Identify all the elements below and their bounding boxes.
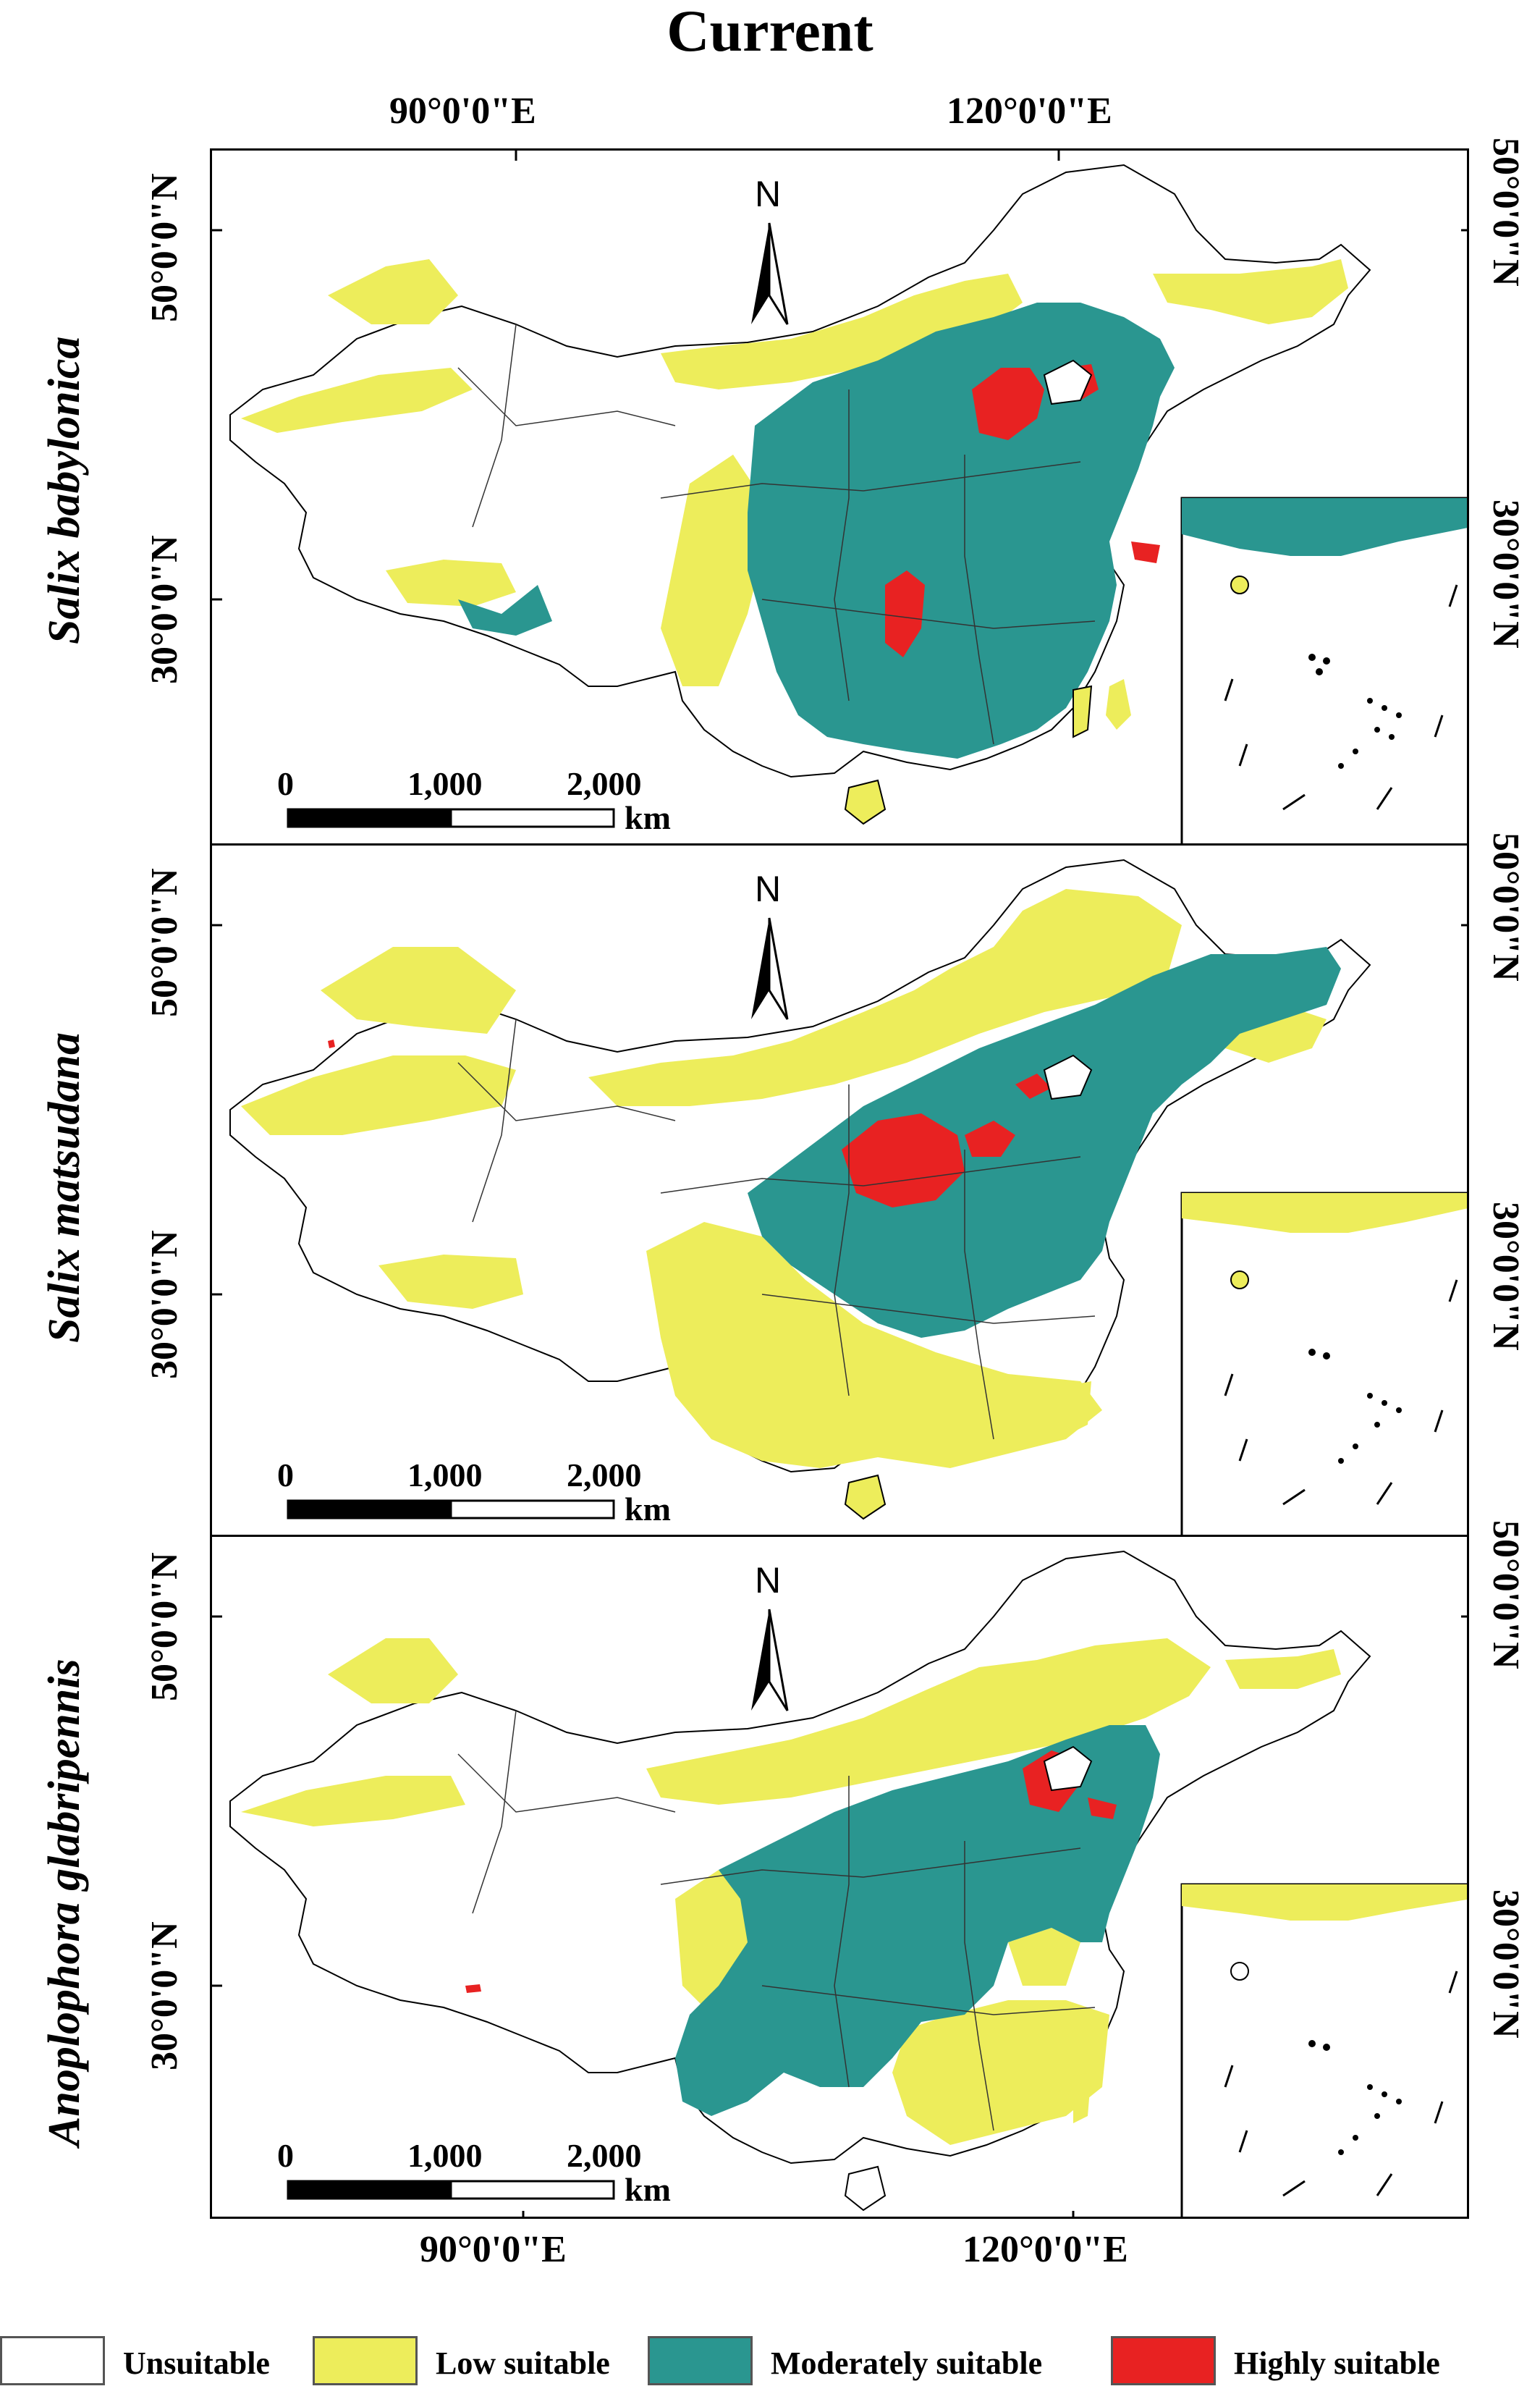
scale-unit: km (625, 1491, 671, 1527)
lat-right-50n-panel1: 50°0'0"N (1485, 138, 1526, 287)
south-china-sea-inset (1180, 1192, 1467, 1536)
lat-right-30n-panel2: 30°0'0"N (1485, 1202, 1526, 1351)
scale-tick-0: 0 (277, 1457, 294, 1493)
lat-right-50n-panel3: 50°0'0"N (1485, 1520, 1526, 1669)
top-longitude-label-120e: 120°0'0"E (947, 90, 1112, 132)
moderately-suitable-area (675, 1725, 1160, 2116)
highly-suitable-areas (328, 1040, 1052, 1207)
legend-label-low-suitable: Low suitable (436, 2345, 610, 2381)
lat-right-30n-panel1: 30°0'0"N (1485, 500, 1526, 649)
scale-tick-2000: 2,000 (567, 1457, 642, 1493)
map-panel-anoplophora-glabripennis: N 0 1,000 2,000 km (210, 1535, 1469, 2219)
legend: Unsuitable Low suitable Moderately suita… (0, 2327, 1540, 2393)
moderately-suitable-area (748, 303, 1175, 759)
scale-tick-1000: 1,000 (407, 1457, 483, 1493)
north-arrow-letter: N (755, 1560, 782, 1601)
north-arrow-icon (751, 222, 789, 325)
low-suitable-areas (241, 1638, 1341, 2145)
scale-unit: km (625, 2171, 671, 2208)
scale-bar (287, 1499, 615, 1520)
legend-swatch-highly-suitable (1111, 2336, 1216, 2385)
figure-title: Current (667, 0, 873, 64)
scale-unit: km (625, 799, 671, 836)
south-china-sea-inset (1180, 1883, 1467, 2217)
legend-label-moderately-suitable: Moderately suitable (771, 2345, 1043, 2381)
moderately-suitable-area (748, 947, 1341, 1338)
lat-left-50n-panel1: 50°0'0"N (144, 173, 185, 322)
low-suitable-areas (241, 259, 1348, 730)
north-arrow-letter: N (755, 869, 782, 909)
legend-label-unsuitable: Unsuitable (123, 2345, 270, 2381)
north-arrow-icon (751, 1609, 789, 1711)
bottom-longitude-label-120e: 120°0'0"E (962, 2229, 1128, 2270)
map-graphic (212, 1550, 1467, 2217)
north-arrow-icon (751, 917, 789, 1020)
map-graphic (212, 859, 1467, 1536)
scale-tick-1000: 1,000 (407, 765, 483, 802)
scale-bar (287, 2180, 615, 2200)
south-china-sea-inset (1180, 497, 1467, 845)
scale-bar (287, 808, 615, 828)
lat-left-30n-panel3: 30°0'0"N (144, 1921, 185, 2070)
top-longitude-label-90e: 90°0'0"E (389, 90, 536, 132)
lat-left-50n-panel2: 50°0'0"N (144, 868, 185, 1017)
legend-swatch-moderately-suitable (648, 2336, 753, 2385)
species-label-salix-matsudana: Salix matsudana (40, 1032, 89, 1343)
legend-swatch-unsuitable (0, 2336, 105, 2385)
species-label-anoplophora-glabripennis: Anoplophora glabripennis (40, 1658, 89, 2146)
bottom-longitude-label-90e: 90°0'0"E (420, 2229, 567, 2270)
north-arrow-letter: N (755, 174, 782, 214)
scale-tick-2000: 2,000 (567, 765, 642, 802)
lat-right-30n-panel3: 30°0'0"N (1485, 1889, 1526, 2039)
map-panel-salix-matsudana: N 0 1,000 2,000 km (210, 843, 1469, 1538)
lat-left-50n-panel3: 50°0'0"N (144, 1552, 185, 1701)
lat-left-30n-panel2: 30°0'0"N (144, 1230, 185, 1379)
map-panel-salix-babylonica: N 0 1,000 2,000 km (210, 148, 1469, 847)
map-graphic (212, 151, 1467, 845)
scale-tick-1000: 1,000 (407, 2137, 483, 2174)
lat-right-50n-panel2: 50°0'0"N (1485, 833, 1526, 982)
species-label-salix-babylonica: Salix babylonica (40, 336, 89, 644)
legend-label-highly-suitable: Highly suitable (1234, 2345, 1440, 2381)
scale-tick-2000: 2,000 (567, 2137, 642, 2174)
lat-left-30n-panel1: 30°0'0"N (144, 535, 185, 684)
scale-tick-0: 0 (277, 2137, 294, 2174)
legend-swatch-low-suitable (313, 2336, 418, 2385)
scale-tick-0: 0 (277, 765, 294, 802)
